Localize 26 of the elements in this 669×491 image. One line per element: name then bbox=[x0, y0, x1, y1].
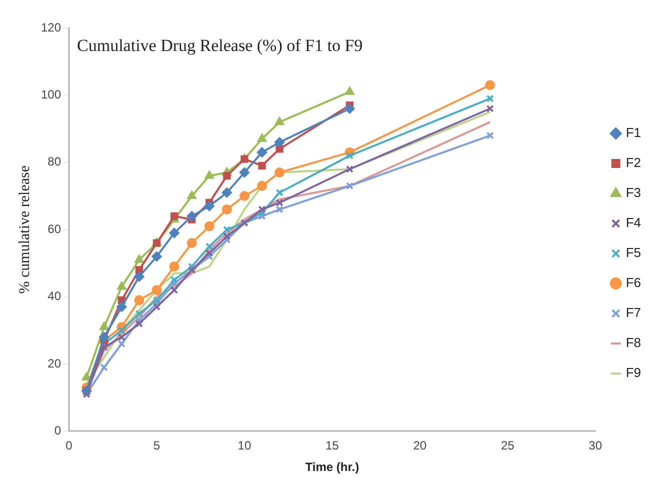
text: Cumulative Drug Release (%) of F1 to F9 bbox=[77, 36, 363, 55]
legend-label: F8 bbox=[626, 335, 641, 350]
x-tick-label: 10 bbox=[238, 438, 252, 453]
y-axis-title: % cumulative release bbox=[16, 165, 33, 294]
legend-label: F4 bbox=[626, 215, 641, 230]
y-tick-label: 0 bbox=[54, 424, 62, 438]
legend-label: F7 bbox=[626, 305, 641, 320]
legend-label: F1 bbox=[626, 125, 641, 140]
x-tick-label: 5 bbox=[153, 438, 160, 453]
y-tick-label: 100 bbox=[40, 88, 62, 102]
legend-label: F6 bbox=[626, 275, 641, 290]
y-tick-label: 60 bbox=[48, 222, 62, 236]
x-tick-label: 15 bbox=[325, 438, 340, 453]
x-tick-label: 0 bbox=[66, 438, 73, 453]
x-tick-label: 30 bbox=[588, 438, 602, 453]
x-tick-label: 25 bbox=[500, 438, 515, 453]
legend-label: F9 bbox=[626, 365, 641, 380]
legend-label: F2 bbox=[626, 155, 641, 170]
y-tick-label: 40 bbox=[48, 289, 62, 304]
x-tick-label: 20 bbox=[413, 438, 427, 453]
y-tick-label: 80 bbox=[48, 154, 62, 169]
x-axis-title: Time (hr.) bbox=[305, 460, 360, 474]
y-tick-label: 120 bbox=[40, 20, 62, 34]
legend-label: F3 bbox=[626, 185, 641, 200]
y-tick-label: 20 bbox=[48, 356, 62, 370]
legend-label: F5 bbox=[626, 245, 641, 260]
